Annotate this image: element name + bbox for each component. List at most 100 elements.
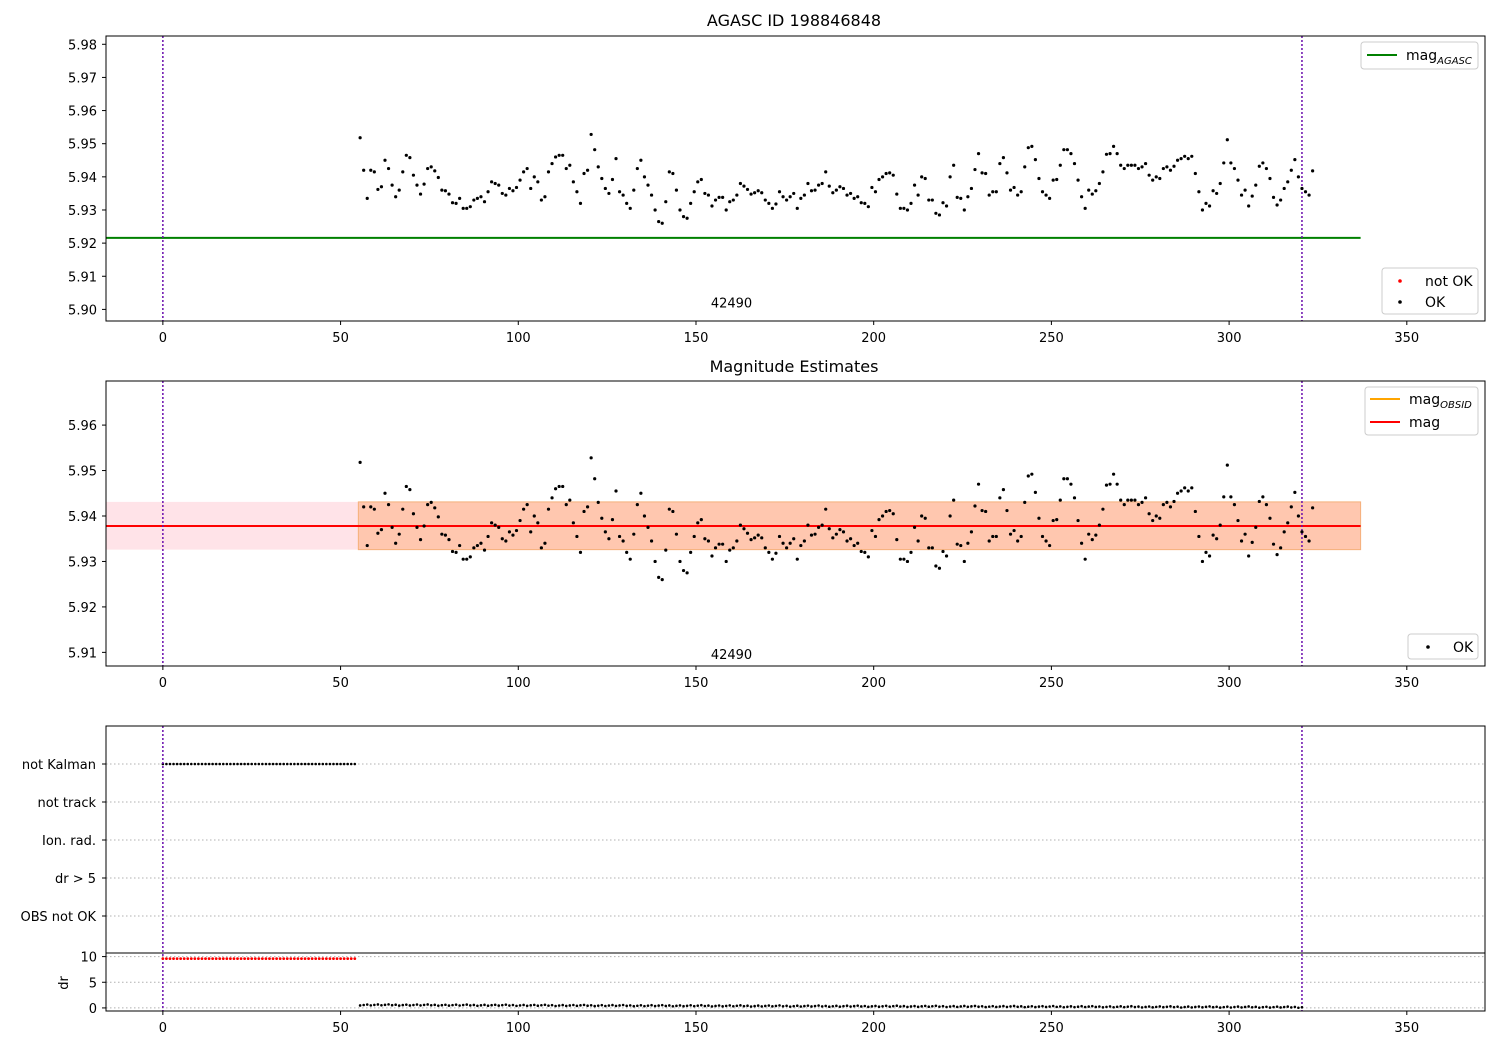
dr-point-ok bbox=[945, 1005, 948, 1009]
data-point-ok bbox=[756, 533, 760, 537]
data-point-ok bbox=[543, 195, 547, 199]
data-point-ok bbox=[1087, 532, 1091, 536]
dr-point-not-ok bbox=[236, 957, 239, 961]
dr-point-ok bbox=[479, 1004, 483, 1007]
data-point-ok bbox=[585, 168, 590, 172]
data-point-ok bbox=[1296, 175, 1301, 179]
dr-point-ok bbox=[668, 1004, 671, 1007]
dr-point-ok bbox=[1066, 1005, 1069, 1009]
dr-point-ok bbox=[842, 1004, 845, 1008]
data-point-ok bbox=[721, 542, 725, 546]
data-point-ok bbox=[848, 537, 853, 541]
dr-point-ok bbox=[1172, 1005, 1176, 1009]
data-point-ok bbox=[429, 500, 433, 504]
dr-point-ok bbox=[611, 1003, 614, 1007]
agasc-magnitude-panel: AGASC ID 198846848 5.90 5.91 5.92 5.93 5.94 5… bbox=[68, 11, 1486, 346]
data-point-ok bbox=[696, 180, 700, 184]
data-point-ok bbox=[763, 198, 767, 202]
data-point-ok bbox=[991, 190, 995, 194]
data-point-ok bbox=[1279, 546, 1283, 550]
dr-point-ok bbox=[774, 1004, 778, 1008]
data-point-ok bbox=[767, 550, 771, 554]
y-tick-label: 5.91 bbox=[68, 646, 97, 661]
data-point-ok bbox=[639, 491, 643, 495]
dr-point-not-ok bbox=[214, 957, 218, 961]
dr-point-ok bbox=[1165, 1005, 1169, 1009]
dr-point-ok bbox=[426, 1003, 429, 1006]
data-point-ok bbox=[745, 187, 750, 192]
flag-point-not-kalman bbox=[317, 762, 321, 766]
dr-point-ok bbox=[508, 1004, 511, 1007]
data-point-ok bbox=[1140, 165, 1144, 169]
x-tick-label: 250 bbox=[1039, 331, 1064, 346]
dr-point-ok bbox=[483, 1003, 486, 1007]
flag-row-label: dr > 5 bbox=[55, 872, 96, 887]
data-point-ok bbox=[543, 541, 547, 545]
data-point-ok bbox=[614, 489, 618, 493]
panel1-upper-legend: magAGASC bbox=[1360, 41, 1479, 70]
dr-point-ok bbox=[465, 1003, 469, 1006]
dr-point-ok bbox=[895, 1004, 899, 1008]
data-point-ok bbox=[856, 195, 860, 199]
dr-point-not-ok bbox=[189, 957, 193, 961]
dr-point-not-ok bbox=[339, 957, 342, 961]
data-point-ok bbox=[955, 195, 959, 199]
dr-point-ok bbox=[1158, 1005, 1162, 1008]
dr-point-ok bbox=[1076, 1005, 1080, 1008]
dr-point-ok bbox=[1186, 1005, 1190, 1008]
x-tick-label: 100 bbox=[506, 1021, 531, 1036]
dr-point-ok bbox=[966, 1005, 970, 1009]
data-point-ok bbox=[834, 532, 838, 536]
data-point-ok bbox=[1008, 532, 1013, 536]
dr-point-ok bbox=[1243, 1005, 1247, 1009]
data-point-ok bbox=[475, 196, 480, 200]
dr-point-ok bbox=[806, 1004, 810, 1007]
data-point-ok bbox=[557, 153, 561, 157]
flag-point-not-kalman bbox=[172, 762, 175, 766]
dr-point-not-ok bbox=[324, 957, 328, 961]
panel3-frame bbox=[105, 725, 1486, 1012]
dr-point-not-ok bbox=[197, 957, 200, 961]
dr-point-not-ok bbox=[278, 957, 282, 961]
data-point-ok bbox=[827, 527, 831, 531]
data-point-ok bbox=[920, 514, 924, 518]
data-point-ok bbox=[713, 198, 718, 202]
data-point-ok bbox=[507, 530, 511, 534]
dr-point-ok bbox=[735, 1004, 739, 1008]
dr-point-ok bbox=[671, 1005, 675, 1008]
dr-point-not-ok bbox=[207, 957, 211, 961]
data-point-ok bbox=[525, 503, 529, 507]
data-point-ok bbox=[1069, 152, 1073, 156]
data-point-ok bbox=[660, 221, 664, 225]
data-point-ok bbox=[1175, 158, 1180, 162]
data-point-ok bbox=[870, 528, 874, 533]
data-point-ok bbox=[1040, 190, 1045, 194]
data-point-ok bbox=[713, 546, 718, 550]
data-point-ok bbox=[1076, 178, 1080, 182]
dr-point-ok bbox=[543, 1003, 547, 1007]
dr-point-not-ok bbox=[346, 957, 350, 961]
data-point-ok bbox=[642, 514, 647, 518]
data-point-ok bbox=[1168, 505, 1173, 509]
data-point-ok bbox=[1097, 181, 1101, 186]
data-point-ok bbox=[1257, 499, 1261, 504]
data-point-ok bbox=[774, 551, 778, 555]
flag-point-not-kalman bbox=[189, 762, 193, 766]
dr-point-ok bbox=[657, 1004, 660, 1007]
data-point-ok bbox=[1136, 166, 1141, 171]
x-tick-label: 0 bbox=[159, 331, 167, 346]
data-point-ok bbox=[813, 532, 817, 536]
data-point-ok bbox=[770, 206, 774, 210]
data-point-ok bbox=[1161, 503, 1165, 507]
dr-point-ok bbox=[493, 1003, 497, 1007]
data-point-ok bbox=[617, 190, 622, 194]
data-point-ok bbox=[909, 201, 913, 205]
data-point-ok bbox=[500, 537, 504, 541]
dr-point-ok bbox=[977, 1005, 980, 1009]
data-point-ok bbox=[912, 525, 917, 529]
data-point-ok bbox=[376, 187, 380, 192]
data-point-ok bbox=[450, 201, 455, 205]
data-point-ok bbox=[1154, 514, 1158, 518]
dr-point-ok bbox=[970, 1005, 973, 1008]
